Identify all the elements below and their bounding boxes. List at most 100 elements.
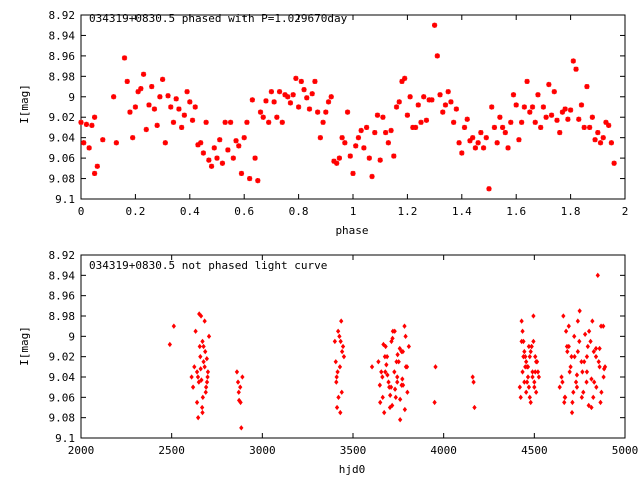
phased-data-point — [374, 112, 381, 118]
unphased-light-curve-panel: 034319+0830.5 not phased light curve hjd… — [18, 249, 638, 476]
phased-data-point — [578, 102, 585, 108]
phased-data-point — [467, 138, 473, 144]
phased-data-point — [611, 160, 617, 166]
unphased-data-point — [567, 369, 572, 375]
unphased-data-point — [377, 382, 382, 388]
phased-data-point — [344, 109, 351, 115]
phased-data-point — [176, 106, 182, 112]
phased-data-point — [453, 106, 459, 112]
phased-data-point — [529, 104, 536, 110]
phased-data-point — [130, 135, 136, 141]
phased-data-point — [298, 78, 304, 85]
unphased-data-point — [520, 369, 525, 375]
phased-data-point — [399, 78, 405, 85]
unphased-plot-title: 034319+0830.5 not phased light curve — [89, 259, 327, 272]
unphased-data-point — [522, 379, 527, 385]
phased-y-tick-label: 9.1 — [55, 193, 75, 206]
phased-data-point — [521, 104, 527, 110]
unphased-y-tick-label: 9.02 — [49, 351, 76, 364]
unphased-data-point — [589, 376, 594, 382]
phased-data-point — [587, 124, 593, 131]
phased-data-point — [173, 96, 179, 102]
phased-data-point — [132, 104, 138, 110]
unphased-data-point — [572, 333, 577, 340]
phased-plot-title: 034319+0830.5 phased with P=1.029670day — [89, 12, 348, 25]
unphased-data-point — [594, 384, 599, 390]
unphased-data-point — [527, 394, 532, 401]
phased-y-tick-label: 8.96 — [49, 50, 76, 63]
unphased-data-point — [586, 402, 591, 409]
phased-x-tick-label: 0.2 — [125, 205, 145, 218]
unphased-data-point — [198, 353, 203, 360]
unphased-data-point — [534, 359, 539, 365]
phased-data-point — [557, 129, 563, 136]
phased-data-point — [589, 114, 595, 120]
phased-data-point — [366, 155, 372, 161]
phased-data-point — [296, 104, 302, 110]
phased-data-point — [89, 122, 95, 128]
unphased-data-point — [536, 374, 542, 380]
unphased-data-point — [402, 406, 408, 413]
phased-data-point — [369, 173, 375, 180]
unphased-data-point — [385, 372, 390, 378]
phased-y-tick-label: 9 — [68, 91, 75, 104]
unphased-data-point — [530, 374, 535, 380]
unphased-data-point — [590, 318, 595, 324]
unphased-data-point — [518, 394, 523, 401]
unphased-data-point — [380, 374, 385, 380]
phased-data-point — [230, 155, 236, 161]
unphased-data-point — [398, 396, 403, 403]
phased-data-point — [437, 92, 443, 98]
phased-data-point — [527, 109, 533, 115]
unphased-data-point — [589, 404, 594, 411]
phased-data-point — [241, 135, 247, 141]
phased-data-point — [364, 124, 370, 131]
phased-data-point — [257, 109, 264, 115]
phased-data-point — [361, 145, 367, 151]
phased-data-point — [301, 87, 307, 93]
unphased-data-point — [588, 338, 593, 345]
unphased-data-point — [568, 364, 573, 370]
phased-data-point — [451, 119, 457, 125]
phased-x-tick-label: 1.8 — [561, 205, 581, 218]
unphased-x-axis-label: hjd0 — [339, 463, 366, 476]
phased-data-point — [306, 106, 313, 112]
phased-data-point — [570, 58, 576, 64]
unphased-data-point — [195, 414, 201, 421]
phased-data-point — [538, 124, 544, 131]
phased-data-point — [464, 116, 470, 122]
phased-data-point — [113, 140, 119, 146]
phased-data-point — [219, 160, 226, 166]
unphased-data-point — [335, 369, 340, 375]
unphased-data-point — [560, 379, 565, 385]
unphased-data-point — [557, 384, 562, 390]
unphased-data-point — [334, 379, 339, 385]
unphased-data-point — [381, 341, 386, 348]
phased-data-point — [151, 106, 158, 112]
unphased-data-point — [333, 359, 338, 365]
phased-data-point — [508, 119, 514, 125]
unphased-data-point — [571, 389, 576, 395]
phased-data-point — [181, 112, 187, 118]
unphased-data-point — [574, 384, 580, 390]
phased-data-point — [412, 124, 419, 131]
phased-data-point — [244, 119, 250, 125]
phased-data-point — [554, 117, 560, 123]
phased-data-point — [331, 158, 337, 164]
phased-data-point — [282, 92, 288, 98]
unphased-data-point — [196, 379, 202, 385]
phased-data-point — [320, 119, 326, 125]
unphased-data-point — [203, 348, 208, 355]
phased-data-point — [165, 93, 171, 99]
unphased-data-point — [339, 389, 344, 395]
unphased-data-point — [566, 323, 571, 329]
unphased-data-point — [195, 374, 201, 380]
phased-data-point — [350, 170, 356, 177]
phased-data-point — [146, 102, 152, 108]
phased-data-point — [402, 75, 408, 81]
unphased-data-point — [570, 399, 575, 406]
unphased-data-point — [204, 356, 209, 362]
unphased-y-tick-label: 8.96 — [49, 290, 76, 303]
phased-data-point — [519, 119, 525, 125]
unphased-data-point — [573, 379, 579, 385]
